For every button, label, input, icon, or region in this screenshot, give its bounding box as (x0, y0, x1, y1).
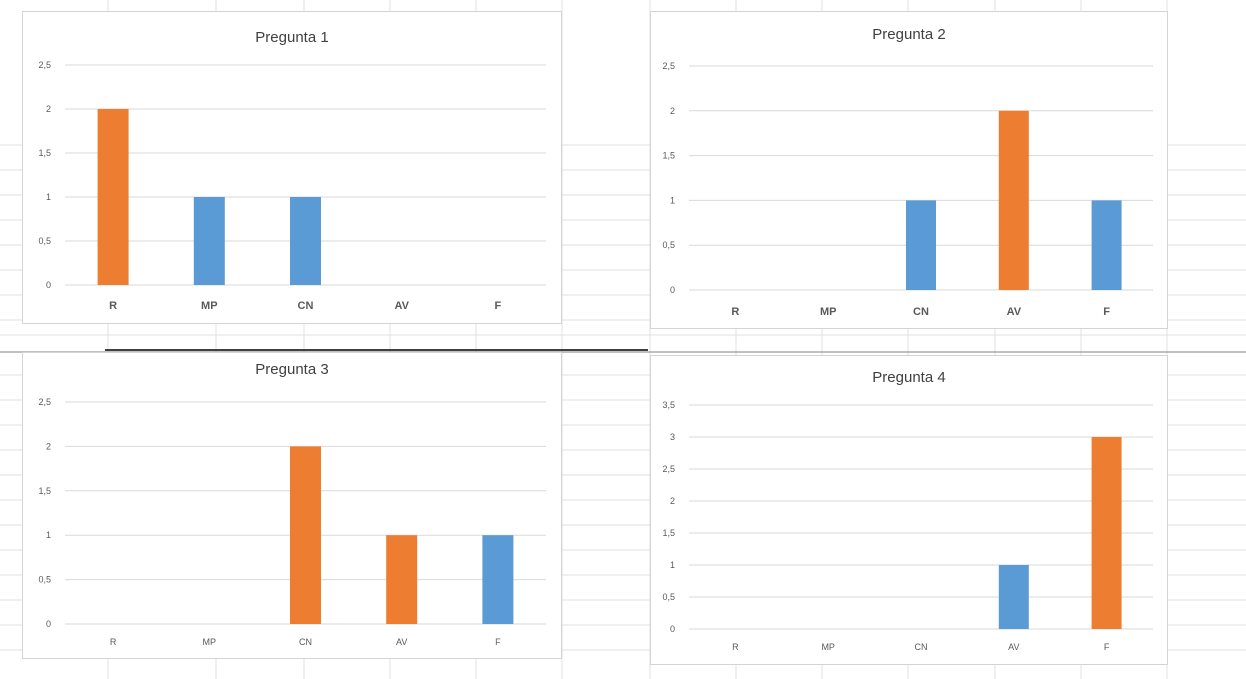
y-tick-label: 1 (670, 560, 675, 570)
x-tick-label: AV (1008, 642, 1019, 652)
y-tick-label: 1,5 (662, 151, 675, 161)
x-tick-label: CN (913, 306, 929, 318)
x-tick-label: CN (915, 642, 928, 652)
y-tick-label: 3 (670, 432, 675, 442)
x-tick-label: F (1104, 642, 1110, 652)
y-tick-label: 2,5 (38, 397, 51, 407)
bar[interactable] (193, 197, 225, 285)
x-tick-label: MP (821, 642, 835, 652)
x-tick-label: F (1103, 306, 1110, 318)
x-tick-label: MP (201, 300, 218, 312)
x-tick-label: R (109, 300, 117, 312)
y-tick-label: 2 (46, 441, 51, 451)
y-tick-label: 1 (46, 192, 51, 202)
x-tick-label: F (495, 637, 501, 647)
y-tick-label: 1 (670, 195, 675, 205)
chart-title: Pregunta 2 (872, 26, 946, 43)
y-tick-label: 2 (670, 496, 675, 506)
x-tick-label: F (495, 300, 502, 312)
y-tick-label: 0 (46, 280, 51, 290)
x-tick-label: R (731, 306, 739, 318)
bar[interactable] (482, 535, 514, 624)
chart-title: Pregunta 4 (872, 369, 946, 386)
chart-plot: 0 0,5 1 1,5 2 2,5 R MP CN AV F (38, 60, 546, 312)
chart-pregunta-1[interactable]: Pregunta 1 0 0,5 1 1,5 2 2,5 R MP CN AV F (22, 11, 562, 324)
bar[interactable] (1091, 200, 1122, 290)
bar[interactable] (290, 446, 321, 624)
chart-plot: 0 0,5 1 1,5 2 2,5 R MP CN AV F (38, 397, 546, 647)
chart-title: Pregunta 1 (255, 29, 329, 46)
bar[interactable] (906, 200, 936, 290)
bar[interactable] (998, 110, 1029, 290)
y-tick-label: 1 (46, 530, 51, 540)
y-tick-label: 2,5 (662, 464, 675, 474)
x-tick-label: R (110, 637, 117, 647)
x-tick-label: MP (203, 637, 217, 647)
bar[interactable] (290, 197, 321, 285)
y-tick-label: 0 (46, 619, 51, 629)
y-tick-label: 1,5 (662, 528, 675, 538)
x-tick-label: AV (394, 300, 409, 312)
chart-plot: 0 0,5 1 1,5 2 2,5 3 3,5 R MP CN AV F (662, 400, 1153, 652)
y-tick-label: 0 (670, 285, 675, 295)
chart-pregunta-3[interactable]: Pregunta 3 0 0,5 1 1,5 2 2,5 R MP CN AV F (22, 352, 562, 659)
y-tick-label: 0 (670, 624, 675, 634)
chart-pregunta-4[interactable]: Pregunta 4 0 0,5 1 1,5 2 2,5 3 3,5 R MP CN AV F (650, 355, 1168, 665)
y-tick-label: 0,5 (38, 236, 51, 246)
x-tick-label: CN (298, 300, 314, 312)
y-tick-label: 2,5 (662, 61, 675, 71)
y-tick-label: 0,5 (662, 240, 675, 250)
y-tick-label: 2 (670, 106, 675, 116)
x-tick-label: MP (820, 306, 837, 318)
chart-plot: 0 0,5 1 1,5 2 2,5 R MP CN AV F (662, 61, 1153, 318)
x-tick-label: AV (396, 637, 407, 647)
bar[interactable] (1091, 437, 1122, 629)
y-tick-label: 0,5 (38, 575, 51, 585)
y-tick-label: 2,5 (38, 60, 51, 70)
y-tick-label: 1,5 (38, 486, 51, 496)
chart-title: Pregunta 3 (255, 361, 329, 378)
y-tick-label: 1,5 (38, 148, 51, 158)
chart-pregunta-2[interactable]: Pregunta 2 0 0,5 1 1,5 2 2,5 R MP CN AV F (650, 11, 1168, 329)
x-tick-label: CN (299, 637, 312, 647)
x-tick-label: R (732, 642, 739, 652)
bar[interactable] (97, 109, 129, 285)
bar[interactable] (998, 565, 1029, 629)
x-tick-label: AV (1007, 306, 1022, 318)
y-tick-label: 3,5 (662, 400, 675, 410)
y-tick-label: 0,5 (662, 592, 675, 602)
bar[interactable] (386, 535, 418, 624)
y-tick-label: 2 (46, 104, 51, 114)
